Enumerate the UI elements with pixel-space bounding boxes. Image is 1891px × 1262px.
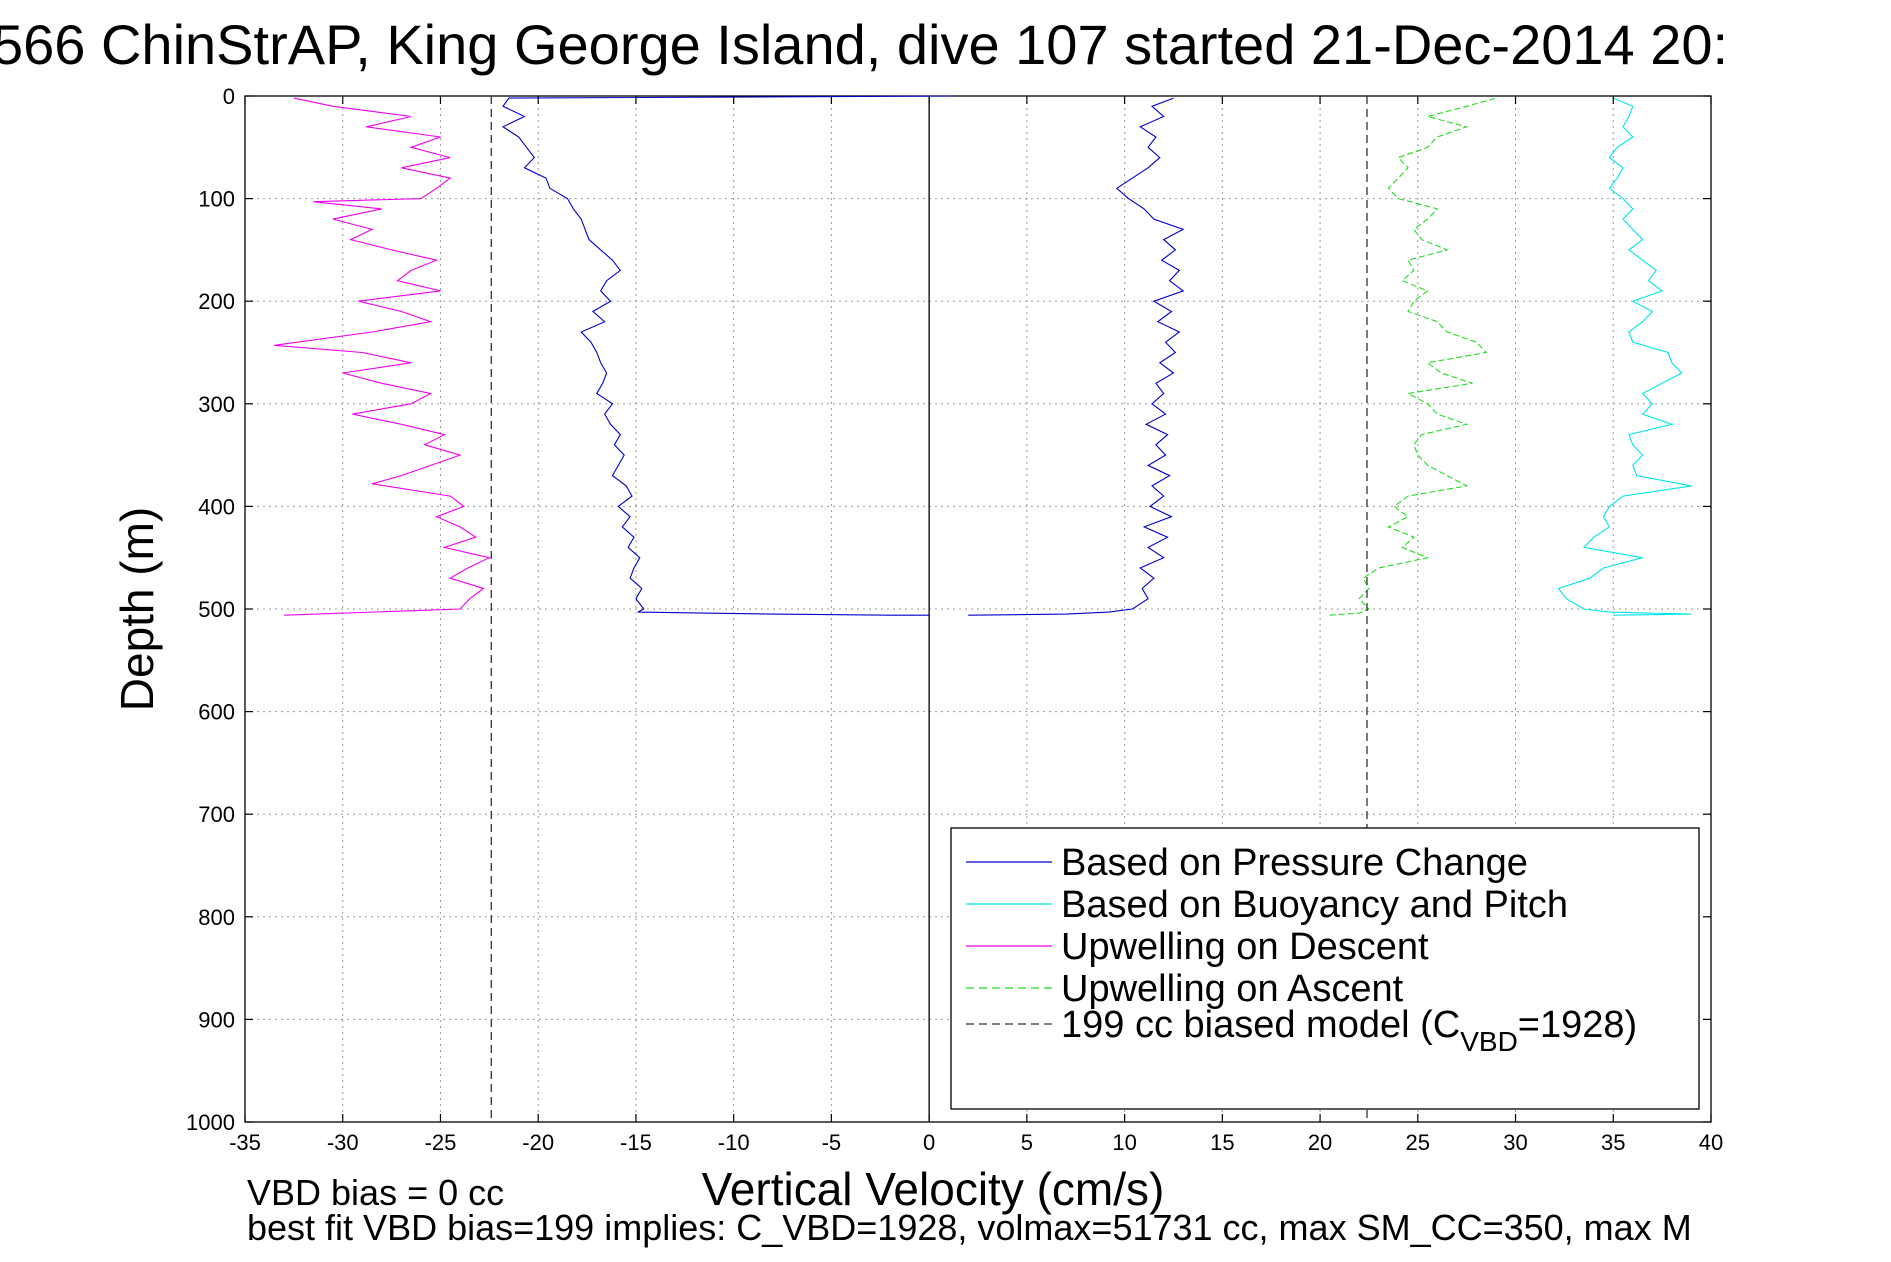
y-tick-label: 800 [198, 905, 235, 930]
series-line-4 [1329, 97, 1497, 616]
x-tick-label: 15 [1210, 1130, 1234, 1155]
series-line-1 [968, 97, 1185, 616]
x-tick-label: -15 [620, 1130, 652, 1155]
legend-label: Upwelling on Ascent [1061, 968, 1404, 1010]
x-tick-label: 0 [923, 1130, 935, 1155]
legend-label: Upwelling on Descent [1061, 926, 1429, 968]
y-tick-label: 600 [198, 700, 235, 725]
y-tick-label: 100 [198, 187, 235, 212]
legend-label: 199 cc biased model (CVBD=1928) [1061, 1004, 1637, 1057]
x-tick-label: 25 [1406, 1130, 1430, 1155]
tick-layer: -35 -30 -25 -20 -15 -10 -5 0 5 10 15 20 25 30 35 400100… [186, 84, 1723, 1155]
x-tick-label: 10 [1112, 1130, 1136, 1155]
legend-label: Based on Buoyancy and Pitch [1061, 884, 1568, 926]
x-tick-label: 5 [1021, 1130, 1033, 1155]
y-tick-label: 200 [198, 289, 235, 314]
legend-label: Based on Pressure Change [1061, 842, 1528, 884]
series-line-0 [501, 95, 953, 616]
y-tick-label: 700 [198, 802, 235, 827]
x-tick-label: -20 [522, 1130, 554, 1155]
x-tick-label: 30 [1503, 1130, 1527, 1155]
y-tick-label: 0 [223, 84, 235, 109]
annotation-best-fit: best fit VBD bias=199 implies: C_VBD=192… [247, 1207, 1692, 1248]
x-tick-label: -30 [327, 1130, 359, 1155]
y-tick-label: 900 [198, 1007, 235, 1032]
x-tick-label: -10 [718, 1130, 750, 1155]
x-tick-label: 35 [1601, 1130, 1625, 1155]
legend-box [950, 827, 1700, 1110]
series-line-3 [274, 97, 491, 616]
series-line-2 [1557, 97, 1692, 616]
y-tick-label: 1000 [186, 1110, 235, 1135]
x-tick-label: 20 [1308, 1130, 1332, 1155]
chart-title: 566 ChinStrAP, King George Island, dive … [0, 13, 1728, 76]
y-tick-label: 500 [198, 597, 235, 622]
x-tick-label: -25 [425, 1130, 457, 1155]
y-tick-label: 300 [198, 392, 235, 417]
x-tick-label: 40 [1699, 1130, 1723, 1155]
x-tick-label: -35 [229, 1130, 261, 1155]
annotation-vbd-bias: VBD bias = 0 cc [247, 1172, 504, 1213]
x-axis-label: Vertical Velocity (cm/s) [702, 1163, 1165, 1215]
y-axis-label: Depth (m) [111, 507, 163, 711]
y-tick-label: 400 [198, 494, 235, 519]
x-tick-label: -5 [822, 1130, 842, 1155]
series-layer [274, 95, 1692, 1122]
